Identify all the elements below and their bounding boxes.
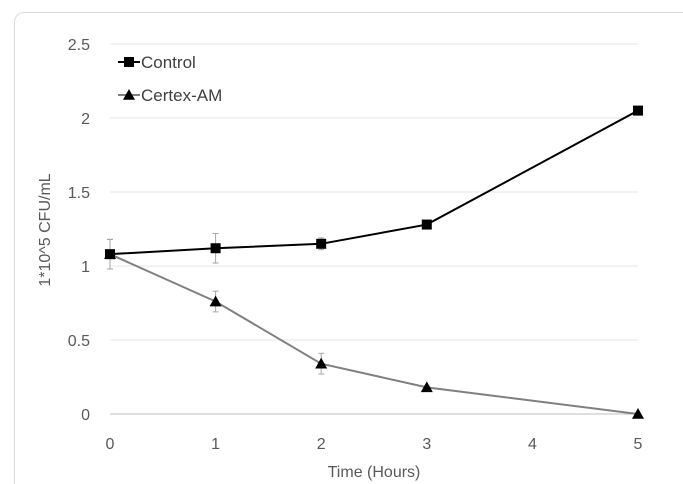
x-tick-label: 3 xyxy=(422,436,431,453)
legend-marker xyxy=(124,57,134,67)
data-point xyxy=(633,105,643,116)
legend: Control Certex-AM xyxy=(118,53,222,105)
data-point xyxy=(105,249,115,260)
y-tick-label: 1 xyxy=(81,259,90,276)
legend-item: Control xyxy=(118,53,196,72)
series-control xyxy=(105,105,643,270)
legend-label: Certex-AM xyxy=(141,86,222,105)
data-point xyxy=(420,381,433,393)
y-axis-title: 1*10^5 CFU/mL xyxy=(37,173,54,286)
x-axis-title: Time (Hours) xyxy=(328,464,421,481)
x-tick-label: 0 xyxy=(106,436,115,453)
data-point xyxy=(210,243,221,254)
x-tick-labels: 0 1 2 3 4 5 xyxy=(106,436,643,453)
data-point xyxy=(632,408,644,419)
legend-item: Certex-AM xyxy=(118,86,222,105)
x-tick-label: 2 xyxy=(317,436,326,453)
series-line xyxy=(109,109,639,256)
legend-label: Control xyxy=(141,53,196,72)
y-tick-label: 2.5 xyxy=(68,37,90,54)
data-point xyxy=(315,357,328,369)
x-tick-label: 4 xyxy=(528,436,537,453)
gridlines xyxy=(110,43,638,415)
y-tick-label: 2 xyxy=(81,111,90,128)
y-tick-labels: 0 0.5 1 1.5 2 2.5 xyxy=(68,37,90,424)
legend-marker xyxy=(123,89,135,100)
series-line xyxy=(109,253,639,415)
x-tick-label: 1 xyxy=(211,436,220,453)
y-tick-label: 1.5 xyxy=(68,185,90,202)
series-layer xyxy=(104,105,644,419)
x-tick-label: 5 xyxy=(634,436,643,453)
data-point xyxy=(209,295,222,307)
data-point xyxy=(421,219,432,230)
y-tick-label: 0.5 xyxy=(68,333,90,350)
y-tick-label: 0 xyxy=(81,407,90,424)
data-point xyxy=(316,238,327,249)
